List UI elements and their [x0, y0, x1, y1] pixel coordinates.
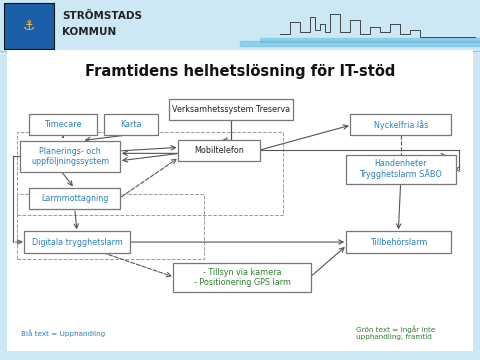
- FancyBboxPatch shape: [346, 231, 451, 253]
- Text: Planerings- och
uppföljningssystem: Planerings- och uppföljningssystem: [31, 147, 109, 166]
- Text: Karta: Karta: [120, 120, 141, 129]
- Text: Grön text = Ingår inte
upphandling, framtid: Grön text = Ingår inte upphandling, fram…: [356, 325, 436, 340]
- FancyBboxPatch shape: [29, 188, 120, 209]
- FancyBboxPatch shape: [173, 263, 311, 292]
- Text: Digitala trygghetslarm: Digitala trygghetslarm: [32, 238, 122, 247]
- Text: Larmmottagning: Larmmottagning: [41, 194, 108, 203]
- FancyBboxPatch shape: [29, 114, 97, 135]
- FancyBboxPatch shape: [178, 140, 260, 161]
- Text: Framtidens helhetslösning för IT-stöd: Framtidens helhetslösning för IT-stöd: [85, 64, 395, 79]
- FancyBboxPatch shape: [20, 141, 120, 172]
- Text: STRÖMSTADS: STRÖMSTADS: [62, 11, 142, 21]
- Text: Mobiltelefon: Mobiltelefon: [194, 146, 244, 155]
- Text: Verksamhetssystem Treserva: Verksamhetssystem Treserva: [172, 105, 290, 114]
- Text: - Tillsyn via kamera
- Positionering GPS larm: - Tillsyn via kamera - Positionering GPS…: [194, 267, 291, 287]
- Text: Timecare: Timecare: [44, 120, 82, 129]
- FancyBboxPatch shape: [346, 155, 456, 184]
- Text: ⚓: ⚓: [23, 19, 35, 33]
- FancyBboxPatch shape: [169, 99, 293, 121]
- Text: Blå text = Upphandling: Blå text = Upphandling: [21, 329, 106, 337]
- Text: Handenheter
Trygghetslarm SÄBO: Handenheter Trygghetslarm SÄBO: [359, 159, 442, 179]
- Text: KOMMUN: KOMMUN: [62, 27, 116, 37]
- FancyBboxPatch shape: [104, 114, 157, 135]
- Text: Tillbehörslarm: Tillbehörslarm: [370, 238, 427, 247]
- FancyBboxPatch shape: [350, 114, 451, 135]
- FancyBboxPatch shape: [24, 231, 130, 253]
- Text: Nyckelfria lås: Nyckelfria lås: [373, 120, 428, 130]
- FancyBboxPatch shape: [5, 49, 475, 352]
- FancyBboxPatch shape: [4, 3, 54, 49]
